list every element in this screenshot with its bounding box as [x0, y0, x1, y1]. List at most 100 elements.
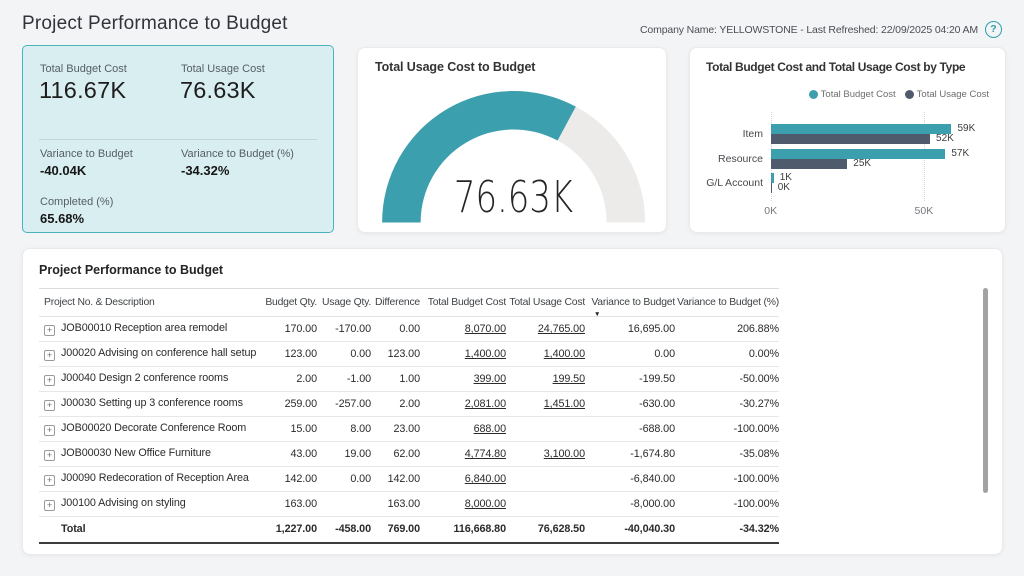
- x-axis-tick-label: 50K: [914, 205, 934, 217]
- cell-difference: 769.00: [371, 516, 420, 544]
- cell-variance: -8,000.00: [585, 491, 675, 517]
- cell-total-usage-cost[interactable]: 1,451.00: [506, 391, 585, 417]
- help-icon[interactable]: ?: [985, 21, 1002, 38]
- cell-total-budget-cost[interactable]: 688.00: [420, 416, 506, 442]
- bar-chart-plot[interactable]: 0K 50K Item 59K 52K Resource 57K 25K G/L Account…: [690, 48, 1007, 234]
- col-header-variance[interactable]: Variance to Budget: [585, 288, 675, 317]
- expand-row-icon[interactable]: +: [44, 425, 55, 436]
- cell-total-budget-cost[interactable]: 116,668.80: [420, 516, 506, 544]
- table-row[interactable]: + J00030 Setting up 3 conference rooms 25…: [39, 391, 779, 417]
- table-row[interactable]: + J00020 Advising on conference hall setu…: [39, 341, 779, 367]
- expand-row-icon[interactable]: +: [44, 500, 55, 511]
- table-row[interactable]: + JOB00020 Decorate Conference Room 15.00…: [39, 416, 779, 442]
- company-refresh-info: Company Name: YELLOWSTONE - Last Refresh…: [639, 23, 978, 36]
- cell-total-budget-cost[interactable]: 1,400.00: [420, 341, 506, 367]
- col-header-total-usage-cost[interactable]: Total Usage Cost: [506, 288, 585, 317]
- expand-row-icon[interactable]: +: [44, 400, 55, 411]
- completed-pct-label: Completed (%): [40, 196, 114, 208]
- legend-item-total-usage-cost[interactable]: Total Usage Cost: [904, 89, 989, 100]
- variance-to-budget-value: -40.04K: [40, 163, 87, 178]
- legend-dot-teal-icon: [808, 90, 818, 99]
- cell-variance-pct: -50.00%: [675, 366, 779, 392]
- cell-variance: -6,840.00: [585, 466, 675, 492]
- gauge-title: Total Usage Cost to Budget: [375, 60, 536, 74]
- cell-variance-pct: 0.00%: [675, 341, 779, 367]
- sort-descending-icon[interactable]: ▼: [594, 311, 601, 318]
- table-row[interactable]: + J00090 Redecoration of Reception Area 1…: [39, 466, 779, 492]
- col-header-budget-qty[interactable]: Budget Qty.: [261, 288, 317, 317]
- cell-total-budget-cost[interactable]: 8,000.00: [420, 491, 506, 517]
- table-vertical-scrollbar[interactable]: [983, 288, 988, 493]
- cell-budget-qty: 2.00: [261, 366, 317, 392]
- page-title: Project Performance to Budget: [22, 13, 288, 34]
- cell-total-budget-cost[interactable]: 399.00: [420, 366, 506, 392]
- cell-total-usage-cost[interactable]: [506, 416, 585, 442]
- completed-pct-value: 65.68%: [40, 211, 85, 226]
- cell-variance: -40,040.30: [585, 516, 675, 544]
- bar-category-label: G/L Account: [706, 177, 763, 190]
- project-table: Project No. & Description Budget Qty. Us…: [39, 288, 779, 544]
- cell-usage-qty: -257.00: [317, 391, 371, 417]
- expand-row-icon[interactable]: +: [44, 350, 55, 361]
- project-no-description: JOB00010 Reception area remodel: [61, 322, 228, 334]
- bar-total-budget-cost-item[interactable]: [770, 124, 952, 134]
- gauge-chart[interactable]: [358, 48, 668, 232]
- cell-variance-pct: -30.27%: [675, 391, 779, 417]
- bar-chart-title: Total Budget Cost and Total Usage Cost b…: [706, 60, 966, 74]
- cell-total-usage-cost[interactable]: [506, 491, 585, 517]
- bar-value-label: 25K: [853, 157, 872, 169]
- cell-budget-qty: 163.00: [261, 491, 317, 517]
- bar-chart-card: Total Budget Cost and Total Usage Cost b…: [689, 47, 1006, 233]
- cell-variance-pct: -100.00%: [675, 466, 779, 492]
- bar-category-label: Resource: [718, 152, 763, 165]
- legend-item-total-budget-cost[interactable]: Total Budget Cost: [808, 89, 896, 100]
- cell-variance-pct: 206.88%: [675, 316, 779, 342]
- table-title: Project Performance to Budget: [39, 263, 224, 277]
- table-row[interactable]: + J00100 Advising on styling 163.00 163.0…: [39, 491, 779, 517]
- expand-row-icon[interactable]: +: [44, 325, 55, 336]
- table-total-row: Total 1,227.00 -458.00 769.00 116,668.80…: [39, 516, 779, 544]
- col-header-total-budget-cost[interactable]: Total Budget Cost: [420, 288, 506, 317]
- col-header-difference[interactable]: Difference: [371, 288, 420, 317]
- cell-difference: 62.00: [371, 441, 420, 467]
- col-header-variance-pct[interactable]: Variance to Budget (%): [675, 288, 779, 317]
- bar-total-usage-cost-glaccount[interactable]: [770, 183, 772, 194]
- table-row[interactable]: + JOB00030 New Office Furniture 43.00 19.…: [39, 441, 779, 467]
- cell-total-usage-cost[interactable]: 76,628.50: [506, 516, 585, 544]
- cell-variance: -688.00: [585, 416, 675, 442]
- expand-row-icon[interactable]: +: [44, 375, 55, 386]
- cell-variance: 0.00: [585, 341, 675, 367]
- cell-total-usage-cost[interactable]: [506, 466, 585, 492]
- legend-dot-dark-icon: [904, 90, 914, 99]
- cell-usage-qty: 0.00: [317, 341, 371, 367]
- table-row[interactable]: + JOB00010 Reception area remodel 170.00 …: [39, 316, 779, 342]
- project-no-description: J00030 Setting up 3 conference rooms: [61, 397, 243, 409]
- cell-difference: 123.00: [371, 341, 420, 367]
- cell-total-usage-cost[interactable]: 199.50: [506, 366, 585, 392]
- cell-variance: -199.50: [585, 366, 675, 392]
- cell-total-budget-cost[interactable]: 8,070.00: [420, 316, 506, 342]
- cell-budget-qty: 43.00: [261, 441, 317, 467]
- bar-total-budget-cost-resource[interactable]: [770, 148, 946, 159]
- cell-variance-pct: -100.00%: [675, 416, 779, 442]
- bar-total-usage-cost-item[interactable]: [770, 134, 930, 144]
- cell-total-usage-cost[interactable]: 1,400.00: [506, 341, 585, 367]
- cell-total-budget-cost[interactable]: 6,840.00: [420, 466, 506, 492]
- cell-usage-qty: -458.00: [317, 516, 371, 544]
- bar-value-label: 52K: [936, 133, 954, 144]
- bar-total-budget-cost-glaccount[interactable]: [770, 173, 774, 184]
- expand-row-icon[interactable]: +: [44, 450, 55, 461]
- expand-row-icon[interactable]: +: [44, 475, 55, 486]
- table-row[interactable]: + J00040 Design 2 conference rooms 2.00 -…: [39, 366, 779, 392]
- cell-budget-qty: 142.00: [261, 466, 317, 492]
- project-no-description: J00090 Redecoration of Reception Area: [61, 472, 249, 484]
- cell-total-usage-cost[interactable]: 24,765.00: [506, 316, 585, 342]
- cell-total-usage-cost[interactable]: 3,100.00: [506, 441, 585, 467]
- kpi-divider: [39, 139, 317, 140]
- col-header-project[interactable]: Project No. & Description: [39, 288, 261, 317]
- cell-total-budget-cost[interactable]: 2,081.00: [420, 391, 506, 417]
- cell-total-budget-cost[interactable]: 4,774.80: [420, 441, 506, 467]
- col-header-usage-qty[interactable]: Usage Qty.: [317, 288, 371, 317]
- bar-total-usage-cost-resource[interactable]: [770, 158, 848, 169]
- cell-usage-qty: 19.00: [317, 441, 371, 467]
